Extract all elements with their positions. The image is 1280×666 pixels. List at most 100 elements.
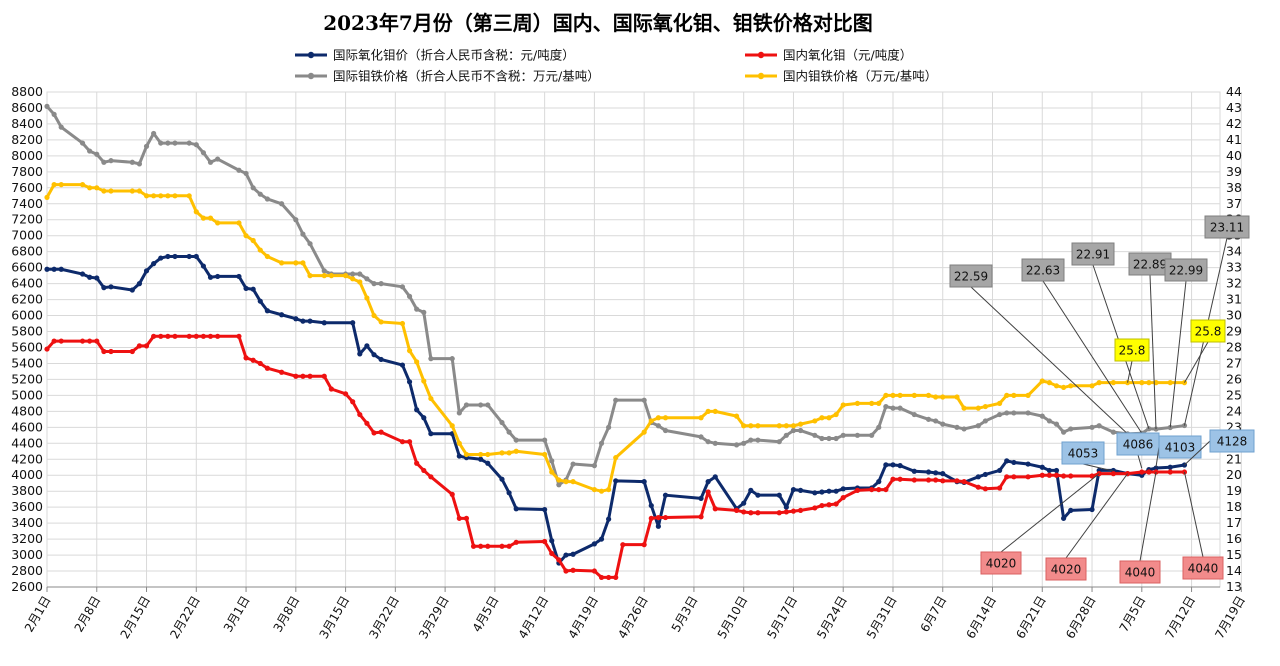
- data-point: [456, 453, 462, 459]
- data-point: [911, 392, 917, 398]
- right-tick-label: 16: [1226, 531, 1242, 546]
- data-point: [406, 348, 413, 354]
- data-point: [648, 418, 654, 424]
- data-point: [293, 373, 299, 379]
- data-point: [250, 286, 256, 292]
- data-point: [748, 487, 754, 493]
- data-point: [136, 343, 143, 349]
- data-point: [129, 188, 135, 194]
- data-point: [598, 536, 605, 542]
- x-tick-label: 6月14日: [964, 593, 1000, 641]
- data-point: [470, 543, 477, 549]
- data-point: [854, 432, 861, 438]
- data-point: [797, 421, 804, 427]
- data-point: [1061, 515, 1067, 521]
- callout-red: 4040: [1119, 471, 1161, 584]
- callout-label: 4020: [1051, 563, 1082, 577]
- callout-leader: [1042, 280, 1143, 434]
- data-point: [513, 448, 519, 454]
- data-point: [200, 263, 206, 269]
- data-point: [982, 486, 989, 492]
- data-point: [51, 182, 57, 188]
- data-point: [869, 486, 875, 493]
- data-point: [1068, 473, 1074, 479]
- data-point: [662, 492, 669, 498]
- data-point: [833, 501, 839, 507]
- data-point: [570, 551, 576, 557]
- data-point: [876, 479, 882, 485]
- data-point: [364, 295, 370, 301]
- data-point: [101, 188, 107, 194]
- data-point: [911, 468, 917, 474]
- data-point: [954, 394, 960, 400]
- data-point: [350, 320, 356, 326]
- callout-label: 25.8: [1119, 344, 1146, 358]
- data-point: [826, 415, 832, 421]
- data-point: [172, 140, 178, 146]
- legend-entry: 国际氧化钼价（折合人民币含税：元/吨度）: [295, 48, 575, 63]
- data-point: [1068, 426, 1074, 432]
- data-point: [1053, 467, 1060, 474]
- data-point: [200, 150, 206, 156]
- data-point: [342, 273, 349, 279]
- data-point: [513, 437, 519, 443]
- data-point: [186, 140, 192, 146]
- data-point: [449, 356, 455, 362]
- data-point: [1011, 474, 1017, 480]
- data-point: [933, 470, 939, 476]
- data-point: [321, 273, 327, 279]
- callout-leader: [1184, 341, 1209, 383]
- left-tick-label: 8400: [11, 116, 43, 131]
- data-point: [350, 399, 356, 405]
- data-point: [307, 373, 313, 379]
- left-tick-label: 3400: [11, 515, 43, 530]
- data-point: [243, 233, 249, 239]
- data-point: [890, 476, 896, 482]
- data-point: [975, 484, 981, 490]
- callout-yellow: 25.8: [1184, 319, 1226, 383]
- data-point: [598, 574, 605, 581]
- data-point: [463, 451, 470, 458]
- chart-title: 2023年7月份（第三周）国内、国际氧化钼、钼铁价格对比图: [323, 11, 873, 35]
- data-point: [563, 568, 569, 574]
- data-point: [549, 469, 555, 475]
- data-point: [591, 541, 598, 547]
- data-point: [328, 386, 334, 392]
- left-tick-label: 8000: [11, 148, 43, 163]
- x-tick-label: 3月1日: [221, 594, 253, 635]
- data-point: [506, 543, 512, 549]
- data-point: [513, 539, 519, 545]
- data-point: [556, 477, 562, 483]
- data-point: [264, 196, 270, 202]
- callout-leader: [1127, 360, 1133, 383]
- data-point: [428, 356, 434, 362]
- callout-label: 4053: [1068, 447, 1099, 461]
- data-point: [925, 416, 932, 422]
- data-point: [1046, 418, 1052, 424]
- callout-box: [1190, 319, 1226, 343]
- left-tick-label: 4200: [11, 451, 43, 466]
- data-point: [776, 439, 782, 445]
- data-point: [193, 142, 199, 148]
- data-point: [371, 430, 377, 436]
- right-tick-label: 20: [1226, 467, 1242, 482]
- data-point: [165, 253, 171, 260]
- data-point: [414, 407, 420, 413]
- data-point: [250, 237, 256, 244]
- data-point: [207, 215, 214, 221]
- left-tick-label: 5200: [11, 371, 43, 386]
- right-tick-label: 26: [1226, 371, 1242, 386]
- left-tick-label: 2600: [11, 579, 43, 594]
- data-point: [712, 408, 718, 414]
- data-point: [812, 505, 818, 511]
- data-point: [257, 247, 263, 253]
- data-point: [833, 488, 839, 494]
- callout-blue: 4086: [1116, 432, 1160, 469]
- data-point: [826, 435, 832, 442]
- data-point: [598, 440, 605, 446]
- data-point: [1110, 380, 1116, 386]
- callout-leader: [1183, 471, 1204, 558]
- data-point: [44, 103, 50, 109]
- data-point: [655, 415, 661, 421]
- data-point: [933, 394, 939, 400]
